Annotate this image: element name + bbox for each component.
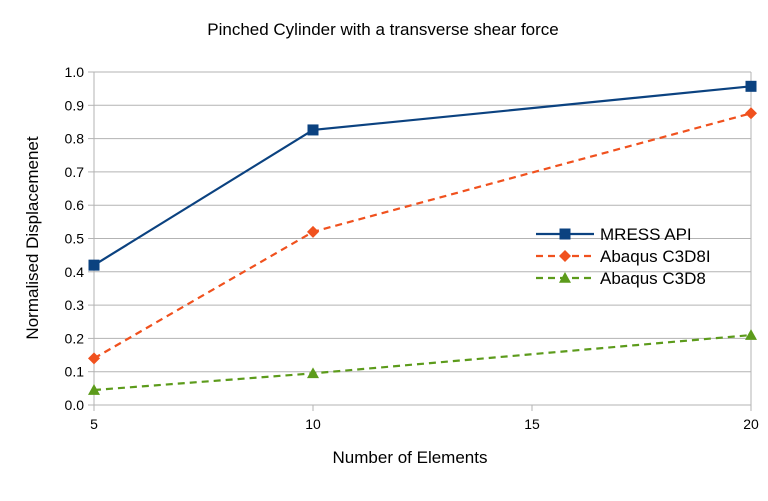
legend-marker <box>559 228 571 240</box>
legend-label: Abaqus C3D8 <box>600 269 706 288</box>
x-tick-label: 20 <box>743 416 759 432</box>
data-point-abaqus-c3d8i <box>307 225 319 238</box>
legend-marker <box>559 250 571 262</box>
legend-item-abaqus-c3d8: Abaqus C3D8 <box>536 269 706 288</box>
legend-item-mress-api: MRESS API <box>536 225 692 244</box>
data-point-mress-api <box>88 259 100 271</box>
legend-label: MRESS API <box>600 225 692 244</box>
legend-item-abaqus-c3d8i: Abaqus C3D8I <box>536 247 711 266</box>
y-tick-label: 0.1 <box>65 364 85 380</box>
data-point-abaqus-c3d8i <box>745 107 757 120</box>
x-tick-label: 10 <box>305 416 321 432</box>
legend: MRESS API Abaqus C3D8I Abaqus C3D8 <box>536 225 711 288</box>
series-abaqus-c3d8 <box>88 329 757 395</box>
data-point-mress-api <box>745 80 757 92</box>
y-tick-label: 0.7 <box>65 164 85 180</box>
series-layer <box>88 80 757 395</box>
series-abaqus-c3d8i <box>88 107 757 365</box>
y-axis-ticks: 0.0 0.1 0.2 0.3 0.4 0.5 0.6 0.7 0.8 0.9 1.0 <box>65 64 94 413</box>
gridlines <box>94 71 751 406</box>
data-point-mress-api <box>307 124 319 136</box>
x-tick-label: 5 <box>90 416 98 432</box>
data-point-abaqus-c3d8 <box>88 384 100 395</box>
y-tick-label: 0.2 <box>65 330 85 346</box>
x-axis-label: Number of Elements <box>333 448 488 467</box>
y-tick-label: 0.0 <box>65 397 85 413</box>
y-tick-label: 0.8 <box>65 131 85 147</box>
data-point-abaqus-c3d8i <box>88 352 100 365</box>
chart-title: Pinched Cylinder with a transverse shear… <box>207 20 559 39</box>
y-tick-label: 0.6 <box>65 197 85 213</box>
y-tick-label: 0.5 <box>65 231 85 247</box>
y-tick-label: 0.9 <box>65 97 85 113</box>
legend-marker <box>559 272 571 283</box>
y-axis-label: Normalised Displacemenet <box>23 136 42 339</box>
y-tick-label: 0.4 <box>65 264 85 280</box>
x-axis-ticks: 5 10 15 20 <box>90 405 759 432</box>
series-mress-api <box>88 80 757 271</box>
legend-label: Abaqus C3D8I <box>600 247 711 266</box>
series-line-abaqus-c3d8 <box>93 333 752 392</box>
y-tick-label: 0.3 <box>65 297 85 313</box>
y-tick-label: 1.0 <box>65 64 85 80</box>
x-tick-label: 15 <box>524 416 540 432</box>
data-point-abaqus-c3d8 <box>307 367 319 379</box>
data-point-abaqus-c3d8 <box>745 329 757 340</box>
